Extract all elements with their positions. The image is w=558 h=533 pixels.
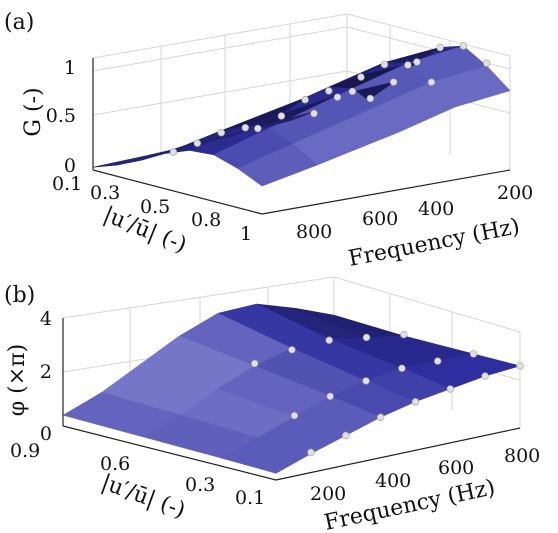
surface-patch <box>92 149 174 168</box>
x-tick-label: 800 <box>296 221 332 243</box>
data-point-marker <box>241 123 250 132</box>
panel-b-z-axis-title: φ (×π) <box>5 344 30 416</box>
data-point-marker <box>398 364 406 372</box>
y-tick-label: 0.8 <box>191 209 221 231</box>
data-point-marker <box>446 385 454 393</box>
data-point-marker <box>366 94 374 103</box>
y-tick-label: 0.3 <box>90 182 120 204</box>
data-point-marker <box>362 377 370 385</box>
y-tick-label: 0.3 <box>185 474 215 496</box>
data-point-marker <box>413 58 421 66</box>
data-point-marker <box>516 362 524 370</box>
data-point-marker <box>404 61 412 69</box>
x-tick-label: 600 <box>438 457 474 479</box>
y-tick-label: 0.1 <box>52 173 82 195</box>
data-point-marker <box>469 350 478 358</box>
panel-b-z-ticks: 0 2 4 <box>40 308 52 445</box>
data-point-marker <box>411 398 420 406</box>
data-point-marker <box>307 448 315 456</box>
panel-b-y-axis-title: |u′/ū| (-) <box>98 470 188 523</box>
x-tick-label: 400 <box>375 470 411 492</box>
data-point-marker <box>436 43 444 52</box>
panel-b-surface <box>62 303 522 474</box>
panel-a-x-ticks: 800 600 400 200 <box>296 182 533 243</box>
data-point-marker <box>400 330 408 339</box>
panel-b-y-ticks: 0.9 0.6 0.3 0.1 <box>10 440 265 509</box>
data-point-marker <box>325 87 333 95</box>
data-point-marker <box>326 392 334 400</box>
z-tick-label: 0.5 <box>46 105 76 127</box>
data-point-marker <box>254 124 262 133</box>
panel-b-markers <box>251 330 524 456</box>
panel-b-x-ticks: 200 400 600 800 <box>310 445 540 505</box>
data-point-marker <box>362 333 371 342</box>
panel-a-markers <box>169 42 491 156</box>
data-point-marker <box>310 109 318 118</box>
x-tick-label: 200 <box>310 483 346 505</box>
x-tick-label: 600 <box>362 208 398 230</box>
data-point-marker <box>217 129 226 137</box>
data-point-marker <box>290 411 299 420</box>
x-tick-label: 400 <box>418 198 454 220</box>
data-point-marker <box>251 359 259 368</box>
panel-a: (a) 0 0.5 1 G ( <box>4 10 533 272</box>
panel-a-surface <box>92 45 511 187</box>
z-tick-label: 4 <box>40 308 52 330</box>
y-tick-label: 0.5 <box>140 196 170 218</box>
y-tick-label: 0.6 <box>100 453 130 475</box>
data-point-marker <box>357 73 365 81</box>
data-point-marker <box>389 78 398 86</box>
data-point-marker <box>459 42 468 50</box>
panel-a-z-axis-title: G (-) <box>21 87 46 136</box>
data-point-marker <box>376 413 385 421</box>
surface-patch <box>237 143 318 187</box>
z-tick-label: 0 <box>64 155 76 177</box>
data-point-marker <box>277 112 286 120</box>
panel-b-label: (b) <box>4 283 35 308</box>
panel-a-y-ticks: 0.1 0.3 0.5 0.8 1 <box>52 173 252 245</box>
z-tick-label: 1 <box>64 57 76 79</box>
panel-b: (b) 0 2 4 φ (×π) <box>4 276 540 533</box>
panel-b-axes <box>62 318 521 481</box>
panel-a-label: (a) <box>4 10 34 35</box>
x-tick-label: 200 <box>497 182 533 204</box>
data-point-marker <box>325 336 333 344</box>
data-point-marker <box>193 139 202 147</box>
y-tick-label: 0.9 <box>10 440 40 462</box>
data-point-marker <box>288 346 296 354</box>
data-point-marker <box>342 431 350 440</box>
data-point-marker <box>427 78 436 86</box>
data-point-marker <box>481 372 489 380</box>
data-point-marker <box>348 87 357 96</box>
data-point-marker <box>483 59 491 67</box>
panel-a-z-ticks: 0 0.5 1 <box>46 57 76 177</box>
x-tick-label: 800 <box>504 445 540 467</box>
z-tick-label: 0 <box>40 423 52 445</box>
data-point-marker <box>333 93 342 101</box>
panel-a-axes <box>92 58 511 215</box>
data-point-marker <box>434 357 442 365</box>
y-tick-label: 0.1 <box>235 487 265 509</box>
data-point-marker <box>301 95 309 104</box>
z-tick-label: 2 <box>40 361 52 383</box>
data-point-marker <box>380 60 389 69</box>
y-tick-label: 1 <box>240 223 252 245</box>
data-point-marker <box>169 148 178 156</box>
